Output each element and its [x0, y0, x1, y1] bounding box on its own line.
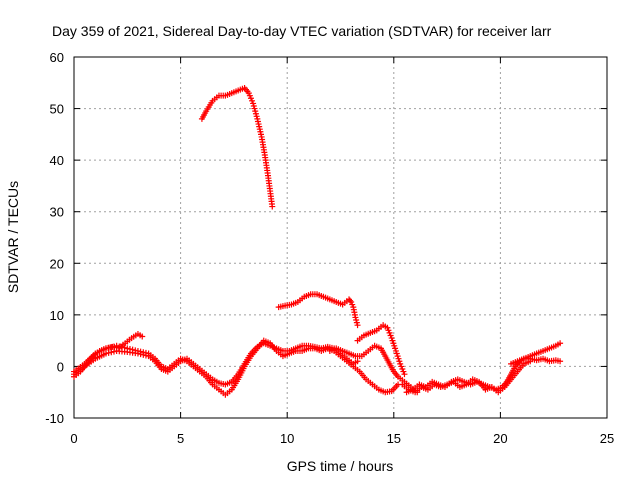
- y-axis-title: SDTVAR / TECUs: [5, 181, 21, 293]
- data-point: [105, 344, 112, 351]
- grid: [74, 57, 607, 418]
- series-track-11: [508, 355, 564, 367]
- x-tick-label: 10: [280, 431, 294, 446]
- series-track-7: [198, 84, 276, 210]
- data-point: [110, 343, 117, 350]
- x-tick-label: 25: [600, 431, 614, 446]
- data-point: [347, 297, 354, 304]
- y-tick-label: 40: [50, 153, 64, 168]
- data-point: [354, 322, 361, 329]
- ticks: 0 5 10 15 20 25 -10 0 10 20 30 40 50 60: [45, 50, 614, 446]
- data-point: [118, 344, 125, 351]
- data-point: [134, 347, 141, 354]
- data-point: [113, 342, 120, 349]
- x-tick-label: 5: [177, 431, 184, 446]
- x-tick-label: 0: [70, 431, 77, 446]
- data-point: [110, 348, 117, 355]
- plot-frame: [73, 56, 608, 419]
- data-point: [102, 350, 109, 357]
- data-point: [142, 349, 149, 356]
- series-track-3: [71, 337, 402, 398]
- data-point: [102, 345, 109, 352]
- data-point: [129, 346, 136, 353]
- data-point: [140, 349, 147, 356]
- data-point: [269, 203, 276, 210]
- y-tick-label: 20: [50, 256, 64, 271]
- data-point: [121, 344, 128, 351]
- y-tick-label: 50: [50, 102, 64, 117]
- y-tick-label: 0: [57, 359, 64, 374]
- y-tick-label: 30: [50, 205, 64, 220]
- data-point: [108, 344, 115, 351]
- data-point: [124, 345, 131, 352]
- data-point: [401, 371, 408, 378]
- data-point: [126, 346, 133, 353]
- y-tick-label: -10: [45, 411, 64, 426]
- data-point: [557, 340, 564, 347]
- chart-title: Day 359 of 2021, Sidereal Day-to-day VTE…: [52, 23, 552, 39]
- x-axis-title: GPS time / hours: [287, 458, 394, 474]
- data-point: [137, 348, 144, 355]
- y-tick-label: 60: [50, 50, 64, 65]
- data-point: [116, 343, 123, 350]
- series-track-9: [399, 358, 534, 396]
- x-tick-label: 15: [387, 431, 401, 446]
- data-point: [557, 358, 564, 365]
- x-tick-label: 20: [493, 431, 507, 446]
- data-point: [139, 333, 146, 340]
- data-point: [132, 347, 139, 354]
- data-point: [108, 349, 115, 356]
- series-track-6: [275, 291, 361, 329]
- data-point: [105, 349, 112, 356]
- data-point: [354, 358, 361, 365]
- series-track-5: [354, 322, 408, 378]
- y-tick-label: 10: [50, 308, 64, 323]
- data-points: [71, 84, 564, 398]
